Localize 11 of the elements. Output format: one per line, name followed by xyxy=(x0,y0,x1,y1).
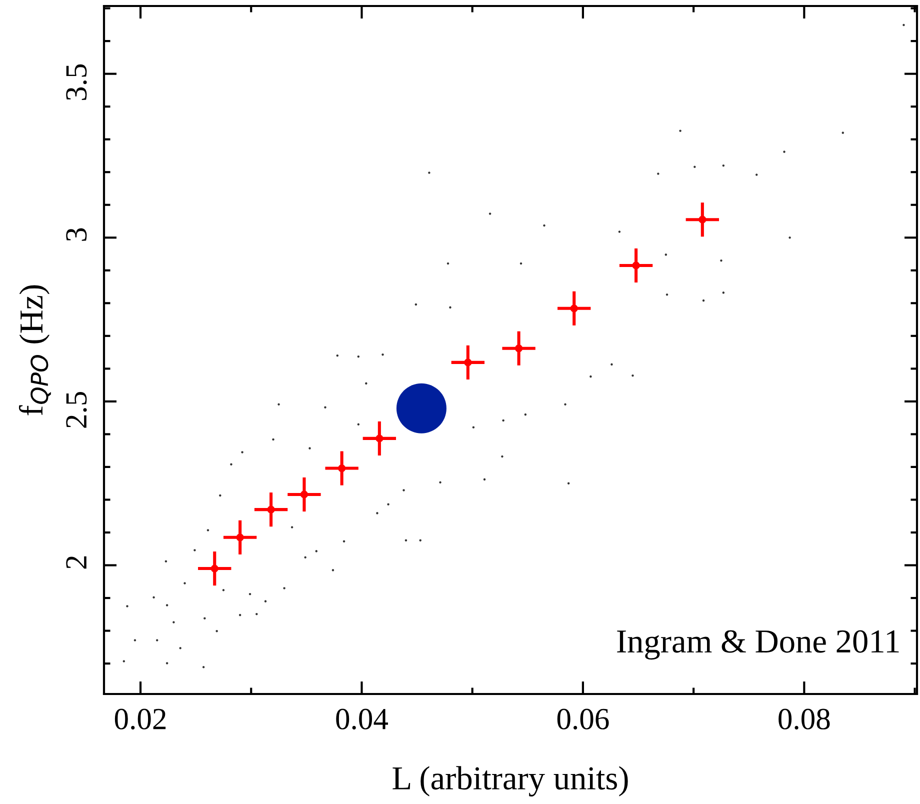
x-tick-label: 0.06 xyxy=(557,708,609,730)
y-tick-label: 2 xyxy=(66,556,86,569)
x-tick-label: 0.02 xyxy=(114,708,166,730)
y-tick-label: 3.5 xyxy=(66,64,87,100)
x-tick-label: 0.04 xyxy=(336,708,388,730)
y-tick-label: 3 xyxy=(66,228,87,241)
x-tick-label: 0.08 xyxy=(778,708,830,730)
y-tick-label: 2.5 xyxy=(66,392,87,428)
x-axis-title: L (arbitrary units) xyxy=(392,766,628,796)
annotation: Ingram & Done 2011 xyxy=(617,630,899,660)
y-axis-title: f$_{QPO}$ (Hz) xyxy=(18,285,51,416)
